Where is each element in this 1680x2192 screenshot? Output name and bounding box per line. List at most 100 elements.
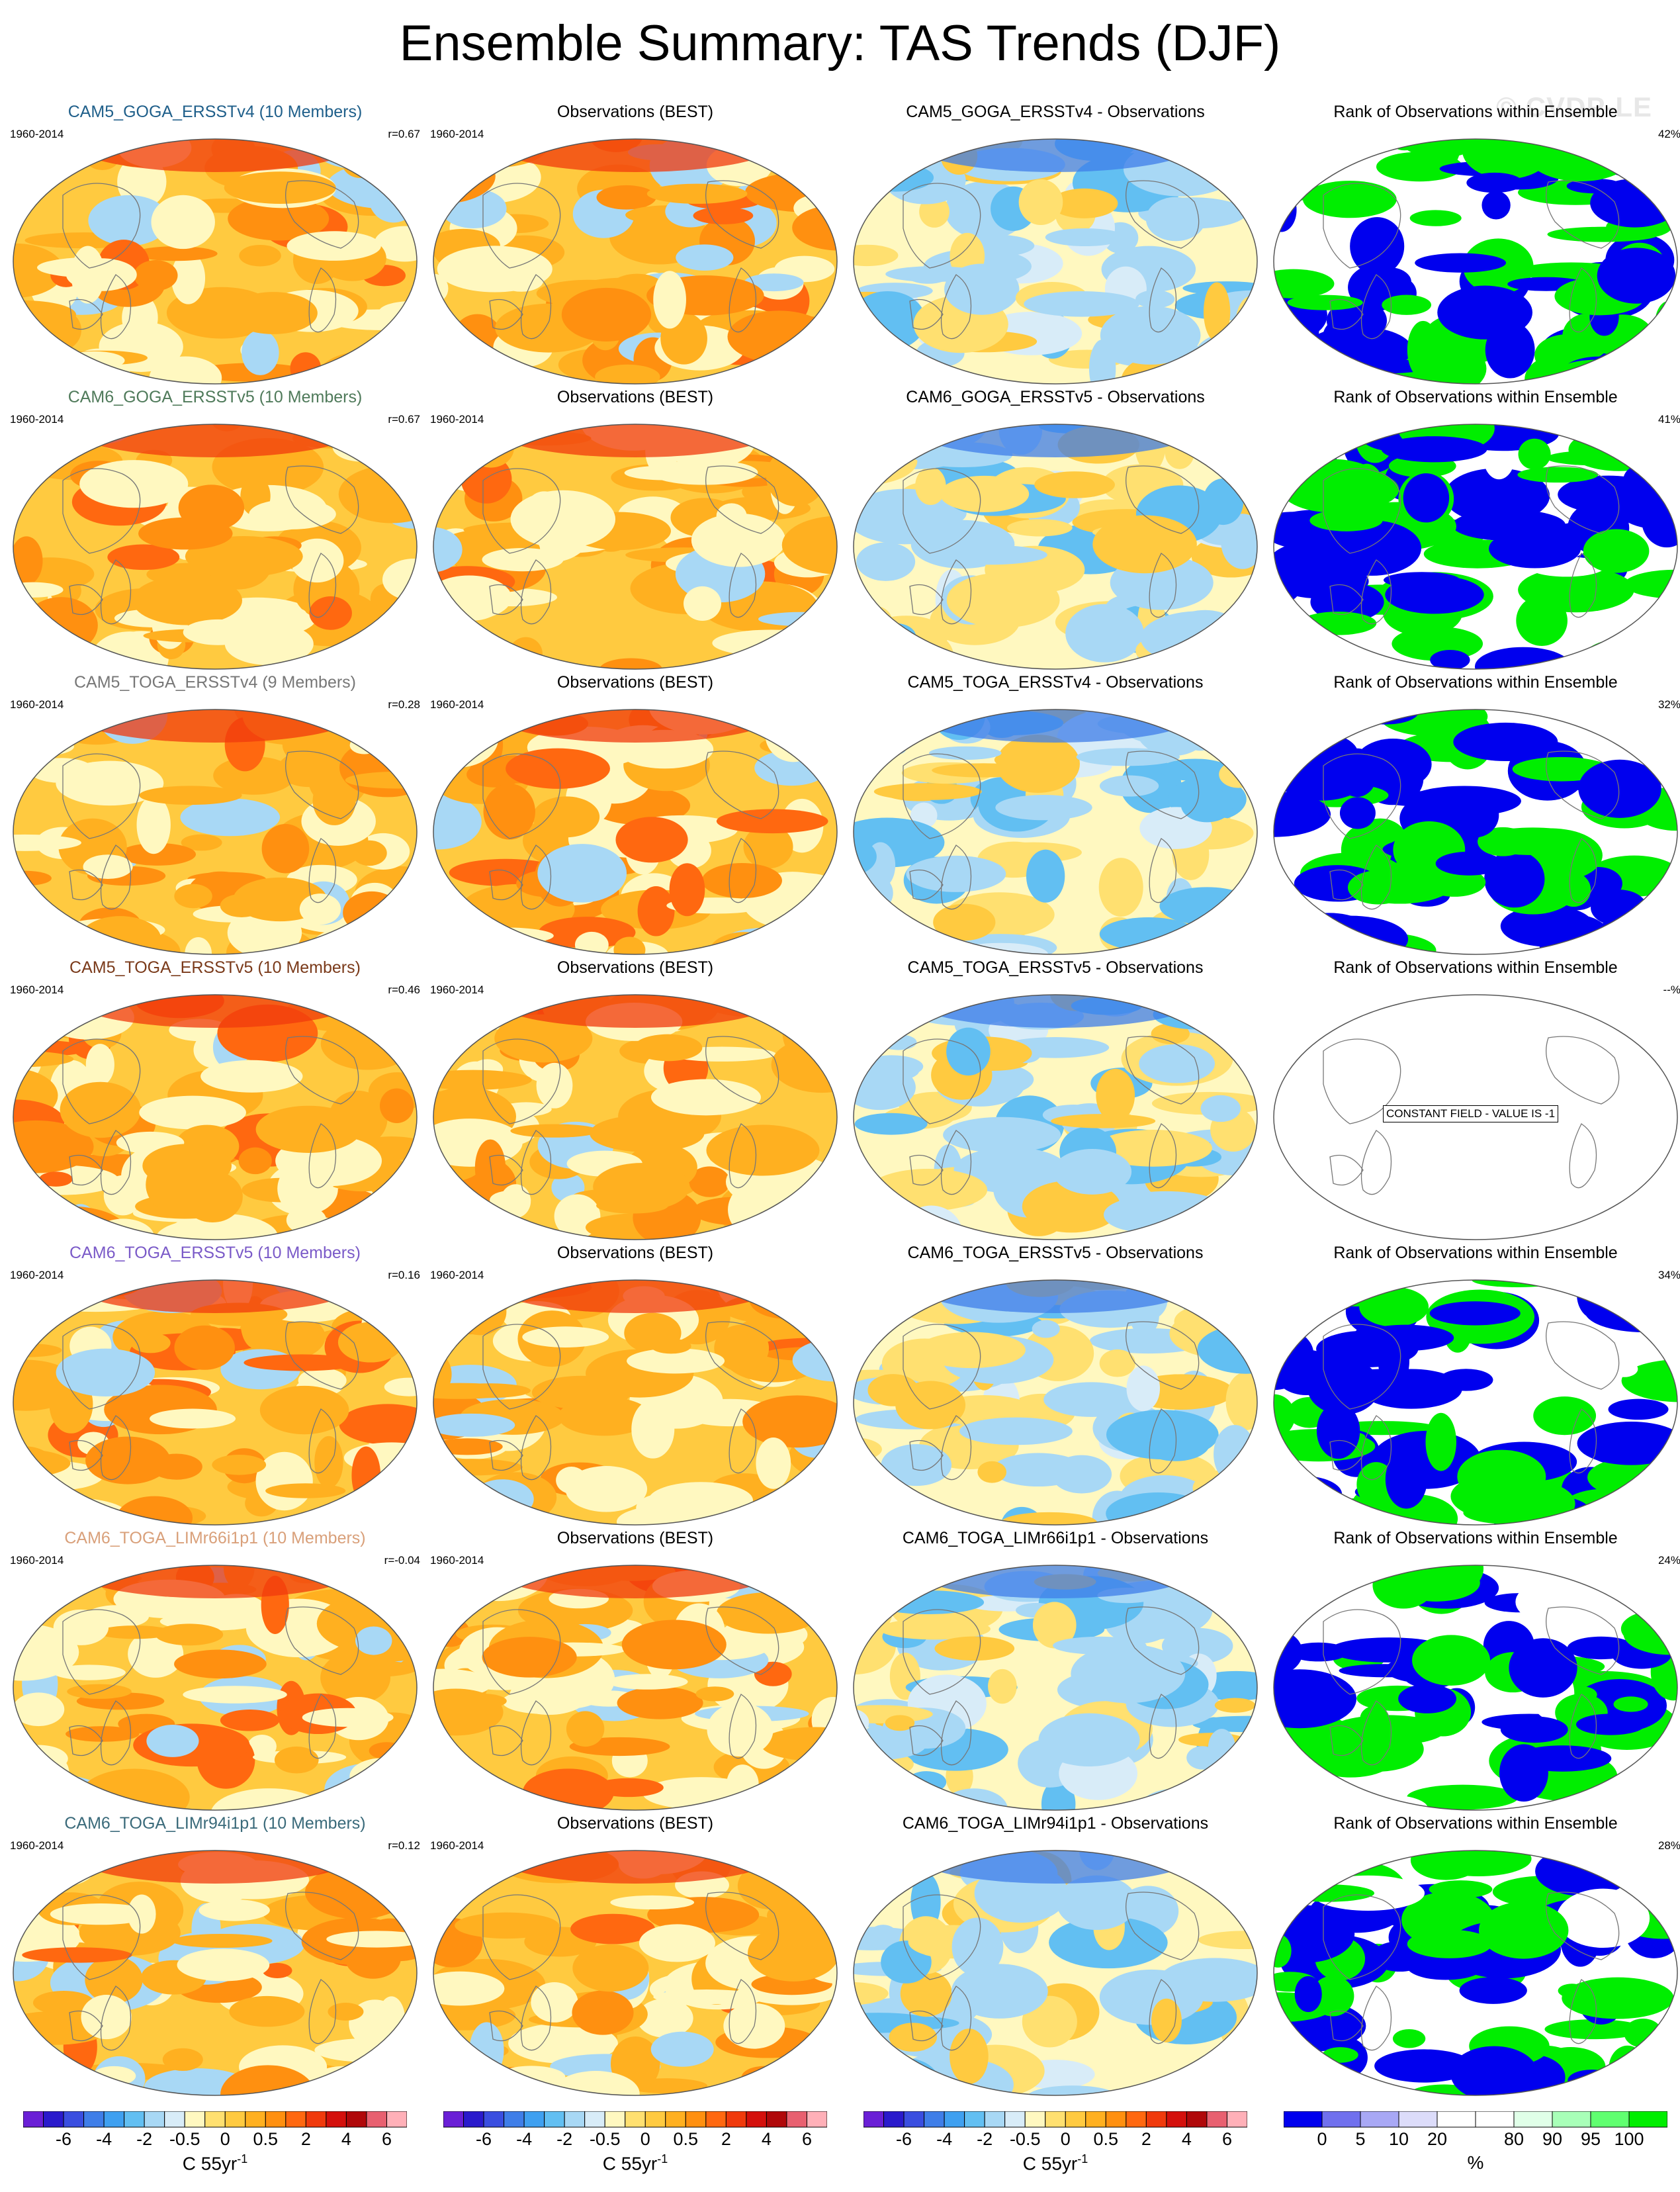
colorbar-tick: 5 [1355,2129,1366,2149]
colorbar-rank: 0 5 10 20 80 90 95 100% [1283,2111,1668,2184]
colorbar-swatch [1166,2111,1187,2128]
colorbar-swatch [523,2111,545,2128]
pattern-correlation: r=0.12 [388,1839,420,1852]
colorbar-swatch [144,2111,165,2128]
pattern-correlation: r=-0.04 [384,1554,420,1567]
obs-map [433,1279,838,1526]
model-panel: CAM5_GOGA_ERSSTv4 (10 Members) 1960-2014 r… [10,103,420,385]
colorbar-tick: 0.5 [673,2129,699,2149]
colorbar-swatch [1437,2111,1476,2128]
period-label: 1960-2014 [430,698,484,711]
diff-title: CAM6_GOGA_ERSSTv5 - Observations [906,388,1205,406]
colorbar-swatch [1105,2111,1127,2128]
colorbar-swatch [685,2111,707,2128]
period-label: 1960-2014 [10,413,64,426]
model-map [13,1850,418,2096]
rank-percent: 32% [1658,698,1680,711]
colorbar-swatch [863,2111,885,2128]
colorbar-swatch [204,2111,226,2128]
rank-percent: --% [1663,983,1680,996]
period-label: 1960-2014 [10,1839,64,1852]
period-label: 1960-2014 [430,1839,484,1852]
colorbar-tick: 0 [640,2129,650,2149]
colorbar-swatch [1360,2111,1399,2128]
colorbar-swatch [766,2111,787,2128]
period-label: 1960-2014 [430,1554,484,1567]
pattern-correlation: r=0.67 [388,413,420,426]
obs-panel: Observations (BEST) 1960-2014 [430,1244,840,1526]
rank-percent: 28% [1658,1839,1680,1852]
rank-title: Rank of Observations within Ensemble [1333,1244,1618,1262]
colorbar-swatch [245,2111,266,2128]
diff-map [853,138,1258,385]
period-label: 1960-2014 [10,128,64,140]
obs-panel: Observations (BEST) 1960-2014 [430,673,840,955]
colorbar-unit: C 55yr-1 [1022,2152,1088,2174]
period-label: 1960-2014 [430,1269,484,1281]
colorbar-tick: 0 [220,2129,230,2149]
colorbar-swatch [1186,2111,1208,2128]
colorbar-swatch [1590,2111,1630,2128]
unit-exponent: -1 [237,2152,248,2166]
diff-map [853,709,1258,955]
obs-title: Observations (BEST) [556,673,714,692]
colorbar-tick: -6 [896,2129,912,2149]
rank-title: Rank of Observations within Ensemble [1333,958,1618,977]
colorbar-swatch [1552,2111,1591,2128]
colorbar-tick: -0.5 [169,2129,200,2149]
rank-map [1273,709,1678,955]
rank-panel: Rank of Observations within Ensemble 32% [1270,673,1680,955]
obs-panel: Observations (BEST) 1960-2014 [430,1814,840,2096]
period-label: 1960-2014 [430,413,484,426]
colorbar-unit: C 55yr-1 [602,2152,668,2174]
obs-map [433,138,838,385]
model-title: CAM5_TOGA_ERSSTv5 (10 Members) [69,958,361,977]
colorbar-swatch [964,2111,985,2128]
colorbar-observations: -6 -4 -2 -0.5 0 0.5 2 4 6 C 55yr-1 [443,2111,828,2184]
colorbar-swatch [604,2111,626,2128]
colorbar-tick: -4 [96,2129,112,2149]
obs-title: Observations (BEST) [556,388,714,406]
colorbar-tick: 6 [381,2129,392,2149]
diff-panel: CAM6_TOGA_LIMr66i1p1 - Observations [850,1529,1260,1811]
pattern-correlation: r=0.67 [388,128,420,140]
obs-panel: Observations (BEST) 1960-2014 [430,388,840,670]
model-panel: CAM6_TOGA_ERSSTv5 (10 Members) 1960-2014 r… [10,1244,420,1526]
model-map [13,1565,418,1811]
colorbar-swatch [924,2111,945,2128]
colorbar-swatch [1628,2111,1668,2128]
colorbar-tick: -6 [476,2129,492,2149]
obs-title: Observations (BEST) [556,958,714,977]
colorbar-tick: -2 [136,2129,153,2149]
obs-map [433,1565,838,1811]
model-panel: CAM6_TOGA_LIMr94i1p1 (10 Members) 1960-20… [10,1814,420,2096]
colorbar-swatch [483,2111,505,2128]
obs-panel: Observations (BEST) 1960-2014 [430,1529,840,1811]
colorbar-swatch [1398,2111,1438,2128]
rank-percent: 24% [1658,1554,1680,1567]
colorbar-tick: 20 [1427,2129,1448,2149]
colorbar-swatches [863,2111,1248,2128]
colorbar-tick: 4 [341,2129,351,2149]
model-title: CAM5_TOGA_ERSSTv4 (9 Members) [73,673,357,692]
colorbar-swatch [184,2111,206,2128]
colorbar-swatch [164,2111,185,2128]
colorbar-swatch [786,2111,807,2128]
colorbar-tick: 2 [300,2129,311,2149]
colorbar-swatch [443,2111,464,2128]
rank-panel: Rank of Observations within Ensemble 24% [1270,1529,1680,1811]
diff-panel: CAM5_TOGA_ERSSTv4 - Observations [850,673,1260,955]
obs-map [433,1850,838,2096]
colorbar-tick: 0.5 [253,2129,279,2149]
rank-map [1273,1850,1678,2096]
unit-exponent: -1 [1077,2152,1088,2166]
obs-panel: Observations (BEST) 1960-2014 [430,958,840,1240]
colorbar-swatch [1024,2111,1046,2128]
diff-panel: CAM5_GOGA_ERSSTv4 - Observations [850,103,1260,385]
colorbar-swatch [124,2111,145,2128]
period-label: 1960-2014 [10,698,64,711]
colorbar-swatch [665,2111,686,2128]
diff-title: CAM6_TOGA_ERSSTv5 - Observations [907,1244,1204,1262]
colorbar-swatch [1145,2111,1167,2128]
colorbar-swatches [1283,2111,1668,2128]
